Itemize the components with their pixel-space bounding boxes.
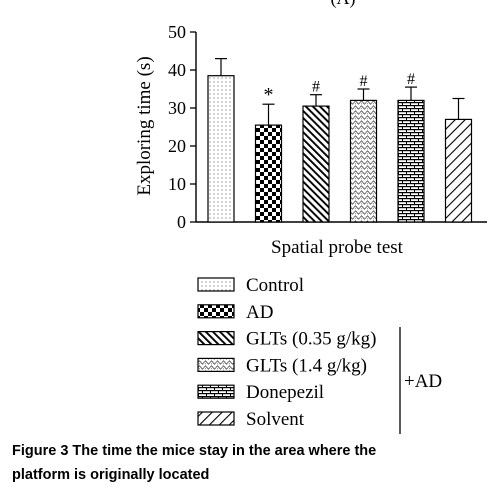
significance-marker: * [264, 84, 274, 106]
caption-line-1: Figure 3 The time the mice stay in the a… [12, 443, 377, 459]
bar [254, 124, 283, 223]
legend-label: AD [246, 302, 273, 323]
x-axis-label: Spatial probe test [271, 237, 404, 258]
significance-marker: # [407, 71, 415, 88]
legend-swatch [197, 304, 235, 319]
bar [444, 118, 473, 223]
bar [349, 99, 378, 223]
y-tick-label: 30 [168, 98, 186, 118]
legend: Control AD GLTs (0.35 g/kg) GLTs (1.4 g/kg)… [197, 275, 376, 430]
y-tick-label: 20 [168, 136, 186, 156]
y-tick-label: 0 [177, 212, 186, 232]
axes: 0 10 20 30 40 50 [168, 22, 487, 232]
legend-swatch [197, 277, 235, 292]
caption-line-2: platform is originally located [12, 467, 210, 483]
y-tick-label: 50 [168, 22, 186, 42]
panel-label: (A) [331, 0, 356, 9]
significance-marker: # [312, 79, 320, 96]
legend-label: Solvent [246, 409, 305, 430]
bar [207, 75, 235, 223]
group-bracket: +AD [399, 327, 442, 434]
legend-label: GLTs (1.4 g/kg) [246, 355, 367, 376]
significance-marker: # [360, 73, 368, 90]
legend-swatch [197, 331, 235, 346]
bar [302, 105, 330, 223]
legend-label: Donepezil [246, 382, 324, 403]
y-axis-label: Exploring time (s) [134, 56, 155, 195]
figure-caption: Figure 3 The time the mice stay in the a… [12, 439, 482, 487]
legend-swatch [197, 357, 235, 372]
bar [397, 99, 425, 223]
y-tick-label: 10 [168, 174, 186, 194]
legend-swatch [197, 384, 235, 399]
group-bracket-label: +AD [404, 371, 442, 392]
y-tick-label: 40 [168, 60, 186, 80]
bars: * # # # [207, 57, 473, 223]
legend-label: GLTs (0.35 g/kg) [246, 329, 376, 350]
legend-swatch [197, 411, 235, 426]
legend-label: Control [246, 275, 304, 296]
